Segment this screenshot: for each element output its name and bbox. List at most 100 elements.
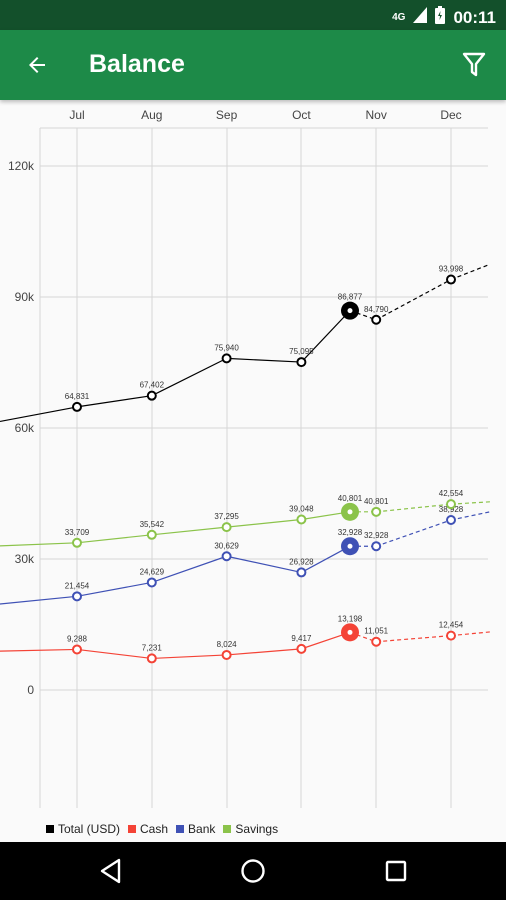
data-label: 12,454 bbox=[439, 621, 464, 630]
series-line bbox=[76, 534, 152, 544]
nav-recents-button[interactable] bbox=[381, 856, 411, 886]
series-line bbox=[76, 648, 152, 660]
data-label: 26,928 bbox=[289, 557, 314, 566]
data-label: 39,048 bbox=[289, 504, 314, 513]
series-bank: 21,454 24,629 30,629 26,928 32,928 38,928 32,9… bbox=[0, 505, 491, 605]
series-savings: 33,709 35,542 37,295 39,048 40,801 42,554 40,8… bbox=[0, 489, 491, 548]
data-point bbox=[72, 401, 82, 412]
app-bar: Balance bbox=[0, 30, 506, 100]
data-point bbox=[296, 514, 307, 525]
nav-back-button[interactable] bbox=[96, 856, 126, 886]
data-point bbox=[371, 506, 382, 517]
y-tick-label: 60k bbox=[15, 421, 35, 435]
legend-item-total: Total (USD) bbox=[46, 822, 120, 836]
navigation-bar bbox=[0, 842, 506, 900]
legend-label-savings: Savings bbox=[235, 822, 279, 836]
x-tick-label: Sep bbox=[216, 108, 238, 122]
series-line-forecast bbox=[376, 519, 452, 547]
series-line bbox=[76, 395, 152, 408]
circle-home-icon bbox=[241, 859, 265, 883]
data-point bbox=[72, 591, 82, 602]
series-total-usd: 64,831 67,402 75,940 75,095 84,790 93,998 86,8… bbox=[0, 263, 491, 423]
current-value-label: 86,877 bbox=[338, 293, 363, 302]
nav-home-button[interactable] bbox=[238, 856, 268, 886]
data-point bbox=[446, 274, 456, 285]
battery-icon bbox=[435, 6, 446, 29]
series-line bbox=[226, 555, 302, 574]
data-point bbox=[371, 636, 382, 647]
series-line bbox=[0, 542, 78, 547]
current-value-label: 40,801 bbox=[338, 494, 363, 503]
data-point bbox=[146, 529, 157, 540]
x-tick-label: Aug bbox=[141, 108, 162, 122]
data-label: 11,051 bbox=[364, 627, 388, 636]
series-line-forecast bbox=[450, 501, 491, 505]
legend-label-total: Total (USD) bbox=[58, 822, 121, 836]
data-label: 42,554 bbox=[439, 489, 464, 498]
data-point bbox=[371, 314, 382, 325]
data-point bbox=[446, 515, 456, 526]
data-point bbox=[221, 522, 232, 533]
data-label: 67,402 bbox=[140, 381, 165, 390]
current-point-dot bbox=[347, 509, 353, 515]
data-label: 64,831 bbox=[65, 392, 90, 401]
legend-item-savings: Savings bbox=[223, 822, 278, 836]
data-label: 38,928 bbox=[439, 505, 464, 514]
data-label: 37,295 bbox=[214, 512, 239, 521]
legend-swatch-cash bbox=[128, 825, 137, 833]
data-point bbox=[72, 537, 82, 548]
x-tick-label: Jul bbox=[69, 108, 84, 122]
series-line-forecast bbox=[375, 279, 452, 321]
legend-item-cash: Cash bbox=[128, 822, 168, 836]
data-point bbox=[296, 567, 307, 578]
legend-swatch-total bbox=[46, 825, 54, 833]
data-label: 75,095 bbox=[289, 347, 314, 356]
back-button[interactable] bbox=[20, 48, 54, 82]
legend-item-bank: Bank bbox=[176, 822, 215, 836]
data-point bbox=[296, 357, 307, 368]
data-label: 32,928 bbox=[364, 531, 389, 540]
data-label: 9,288 bbox=[67, 634, 88, 643]
current-point-dot bbox=[347, 308, 353, 314]
arrow-left-icon bbox=[29, 57, 45, 73]
series-line bbox=[226, 648, 302, 656]
data-label: 40,801 bbox=[364, 497, 389, 506]
series-line bbox=[151, 654, 227, 660]
data-label: 35,542 bbox=[140, 520, 165, 529]
legend-label-bank: Bank bbox=[188, 822, 216, 836]
data-point bbox=[371, 541, 382, 552]
series-line-forecast bbox=[376, 635, 452, 643]
series-line bbox=[76, 581, 152, 597]
data-label: 9,417 bbox=[291, 634, 312, 643]
data-point bbox=[146, 390, 157, 401]
y-tick-label: 0 bbox=[27, 683, 34, 697]
x-tick-label: Oct bbox=[292, 108, 311, 122]
y-tick-label: 120k bbox=[8, 159, 35, 173]
signal-icon bbox=[413, 7, 428, 28]
filter-button[interactable] bbox=[457, 48, 491, 82]
x-tick-label: Nov bbox=[366, 108, 387, 122]
legend-swatch-savings bbox=[223, 825, 232, 833]
series-line bbox=[151, 357, 227, 397]
series-line bbox=[226, 357, 302, 363]
chart-legend: Total (USD) Cash Bank Savings bbox=[46, 822, 278, 836]
data-point bbox=[72, 644, 82, 655]
series-line bbox=[0, 648, 78, 652]
triangle-back-icon bbox=[100, 858, 121, 884]
series-line bbox=[300, 310, 351, 363]
data-point bbox=[446, 499, 456, 510]
current-value-label: 32,928 bbox=[338, 528, 363, 537]
data-point bbox=[146, 653, 157, 664]
series-line-forecast bbox=[450, 631, 491, 637]
series-cash: 9,288 7,231 8,024 9,417 11,051 12,454 13,198 bbox=[0, 614, 491, 664]
series-line bbox=[301, 545, 351, 573]
data-label: 7,231 bbox=[142, 643, 163, 652]
data-label: 8,024 bbox=[217, 640, 238, 649]
page-title: Balance bbox=[89, 50, 185, 78]
series-line bbox=[151, 555, 227, 584]
data-point bbox=[221, 649, 232, 660]
y-tick-label: 30k bbox=[15, 552, 35, 566]
current-value-label: 13,198 bbox=[338, 614, 363, 623]
current-point-dot bbox=[347, 629, 353, 635]
